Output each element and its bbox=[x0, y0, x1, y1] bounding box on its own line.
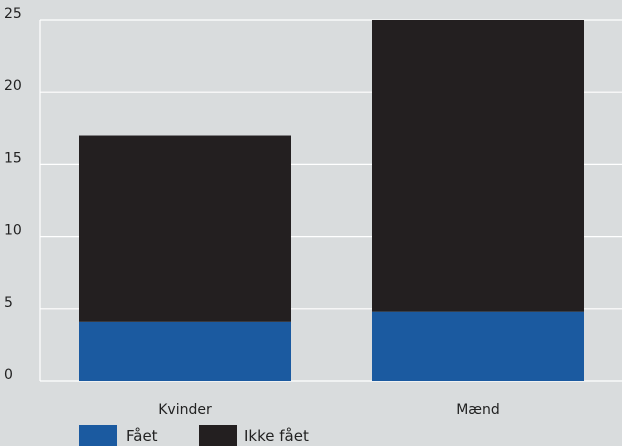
y-tick-label: 5 bbox=[4, 295, 13, 311]
stacked-bar-chart: 0 5 10 15 20 25 Kvinder Mænd bbox=[4, 6, 622, 418]
y-tick-label: 0 bbox=[4, 367, 13, 383]
legend: Fået Ikke fået bbox=[0, 424, 622, 446]
x-category-label: Kvinder bbox=[158, 402, 212, 418]
legend-swatch-faaet bbox=[79, 425, 117, 446]
y-tick-label: 25 bbox=[4, 6, 22, 22]
y-tick-label: 20 bbox=[4, 78, 22, 94]
y-tick-label: 15 bbox=[4, 150, 22, 166]
legend-swatch-ikke-faaet bbox=[199, 425, 237, 446]
legend-label-ikke-faaet: Ikke fået bbox=[244, 427, 309, 445]
x-category-label: Mænd bbox=[456, 402, 500, 418]
x-axis-labels: Kvinder Mænd bbox=[158, 402, 500, 418]
legend-label-faaet: Fået bbox=[126, 427, 158, 445]
bar-mænd-ikke-faaet bbox=[372, 20, 584, 312]
y-axis-ticks: 0 5 10 15 20 25 bbox=[4, 6, 22, 383]
bars bbox=[79, 20, 584, 381]
bar-kvinder-ikke-faaet bbox=[79, 135, 291, 322]
bar-mænd-faaet bbox=[372, 311, 584, 381]
bar-kvinder-faaet bbox=[79, 321, 291, 381]
y-tick-label: 10 bbox=[4, 223, 22, 239]
